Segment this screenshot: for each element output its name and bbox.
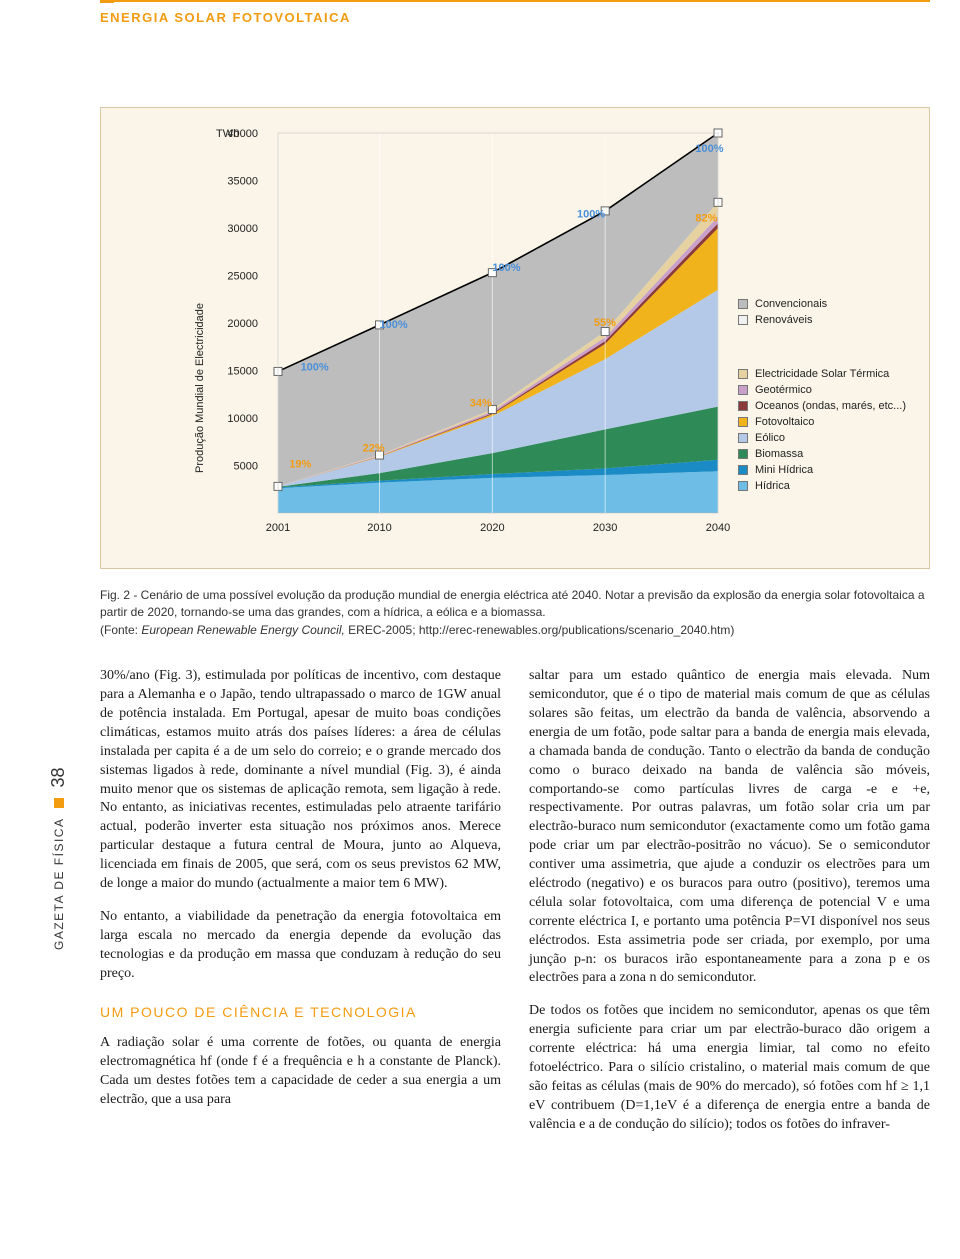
side-journal-label: GAZETA DE FÍSICA 38: [48, 768, 69, 951]
legend-label: Fotovoltaico: [755, 416, 814, 428]
figure-frame: 2001201020202030204040000350003000025000…: [100, 107, 930, 569]
legend-swatch: [738, 481, 748, 491]
svg-text:2030: 2030: [593, 522, 617, 534]
side-square: [54, 798, 64, 808]
svg-text:100%: 100%: [492, 262, 520, 274]
body-p4: saltar para um estado quântico de energi…: [529, 667, 930, 988]
journal-name: GAZETA DE FÍSICA: [52, 818, 66, 950]
legend-label: Eólico: [755, 432, 785, 444]
subsection-heading: UM POUCO DE CIÊNCIA E TECNOLOGIA: [100, 1003, 501, 1022]
legend-swatch: [738, 299, 748, 309]
legend-label: Oceanos (ondas, marés, etc...): [755, 400, 906, 412]
legend-label: Renováveis: [755, 314, 812, 326]
svg-text:34%: 34%: [470, 398, 492, 410]
legend-swatch: [738, 465, 748, 475]
caption-line2-prefix: (Fonte:: [100, 623, 141, 637]
svg-text:Produção Mundial de Electricid: Produção Mundial de Electricidade: [194, 303, 206, 473]
figure-caption: Fig. 2 - Cenário de uma possível evoluçã…: [100, 587, 930, 639]
legend-swatch: [738, 401, 748, 411]
legend-swatch: [738, 315, 748, 325]
legend-item: Fotovoltaico: [738, 416, 906, 428]
svg-text:10000: 10000: [227, 413, 258, 425]
svg-text:100%: 100%: [695, 143, 723, 155]
caption-line1: Fig. 2 - Cenário de uma possível evoluçã…: [100, 588, 925, 619]
svg-text:TWh: TWh: [216, 128, 239, 140]
legend-item: Renováveis: [738, 314, 827, 326]
legend-label: Convencionais: [755, 298, 827, 310]
chart: 2001201020202030204040000350003000025000…: [123, 128, 907, 548]
legend-item: Mini Hídrica: [738, 464, 906, 476]
section-label: ENERGIA SOLAR FOTOVOLTAICA: [100, 0, 930, 27]
svg-text:2001: 2001: [266, 522, 290, 534]
legend-label: Biomassa: [755, 448, 803, 460]
caption-line2-rest: EREC-2005; http://erec-renewables.org/pu…: [345, 623, 735, 637]
legend-item: Electricidade Solar Térmica: [738, 368, 906, 380]
svg-text:25000: 25000: [227, 271, 258, 283]
svg-text:35000: 35000: [227, 176, 258, 188]
legend-bottom: Electricidade Solar Térmica Geotérmico Oce…: [738, 368, 906, 496]
legend-swatch: [738, 417, 748, 427]
page-number: 38: [48, 768, 69, 788]
body-p5: De todos os fotões que incidem no semico…: [529, 1002, 930, 1134]
legend-swatch: [738, 369, 748, 379]
svg-text:100%: 100%: [301, 362, 329, 374]
svg-text:15000: 15000: [227, 366, 258, 378]
legend-swatch: [738, 385, 748, 395]
body-columns: 30%/ano (Fig. 3), estimulada por polític…: [100, 667, 930, 1136]
legend-label: Geotérmico: [755, 384, 812, 396]
legend-item: Geotérmico: [738, 384, 906, 396]
svg-text:2010: 2010: [367, 522, 391, 534]
svg-text:2040: 2040: [706, 522, 730, 534]
legend-item: Biomassa: [738, 448, 906, 460]
svg-text:82%: 82%: [695, 212, 717, 224]
body-p2: No entanto, a viabilidade da penetração …: [100, 908, 501, 984]
svg-text:100%: 100%: [577, 209, 605, 221]
legend-label: Electricidade Solar Térmica: [755, 368, 889, 380]
legend-top: Convencionais Renováveis: [738, 298, 827, 330]
legend-item: Convencionais: [738, 298, 827, 310]
body-p3: A radiação solar é uma corrente de fotõe…: [100, 1034, 501, 1110]
top-rule: [100, 0, 930, 2]
svg-text:5000: 5000: [234, 461, 258, 473]
legend-swatch: [738, 433, 748, 443]
svg-text:30000: 30000: [227, 223, 258, 235]
svg-text:20000: 20000: [227, 318, 258, 330]
caption-line2-italic: European Renewable Energy Council,: [141, 623, 344, 637]
legend-swatch: [738, 449, 748, 459]
legend-item: Hídrica: [738, 480, 906, 492]
legend-label: Hídrica: [755, 480, 790, 492]
svg-text:55%: 55%: [594, 317, 616, 329]
svg-text:22%: 22%: [363, 442, 385, 454]
body-p1: 30%/ano (Fig. 3), estimulada por polític…: [100, 667, 501, 894]
svg-text:2020: 2020: [480, 522, 504, 534]
legend-label: Mini Hídrica: [755, 464, 813, 476]
svg-text:19%: 19%: [289, 458, 311, 470]
legend-item: Eólico: [738, 432, 906, 444]
legend-item: Oceanos (ondas, marés, etc...): [738, 400, 906, 412]
svg-text:100%: 100%: [380, 319, 408, 331]
